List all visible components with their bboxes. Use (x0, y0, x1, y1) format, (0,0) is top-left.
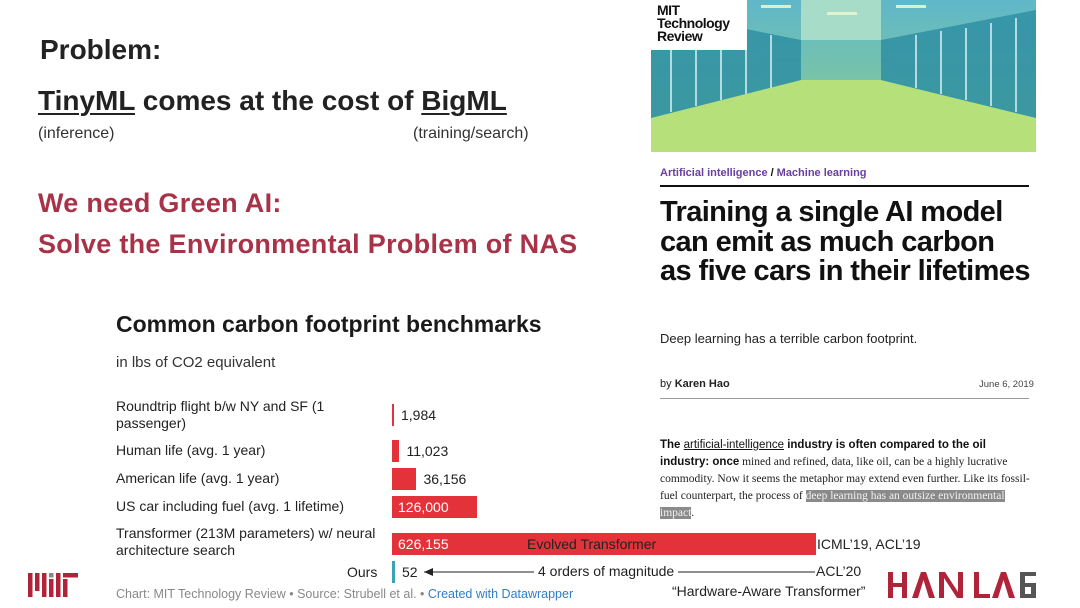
magnitude-label: 4 orders of magnitude (534, 563, 679, 579)
divider (660, 398, 1029, 399)
bar-value-label: 1,984 (401, 407, 437, 423)
bigml-term: BigML (421, 85, 507, 116)
acl20-label: ACL’20 (816, 563, 862, 579)
icml-acl-label: ICML’19, ACL’19 (817, 536, 921, 552)
bar-value-label: 126,000 (398, 499, 449, 515)
bar-value-label: 626,155 (398, 536, 449, 552)
tinyml-term: TinyML (38, 85, 135, 116)
datawrapper-link[interactable]: Created with Datawrapper (427, 587, 574, 601)
body-lead: The artificial-intelligence industry is … (660, 439, 986, 468)
divider (660, 185, 1029, 187)
chart-source: Chart: MIT Technology Review • Source: S… (116, 587, 573, 601)
category-separator: / (770, 167, 774, 179)
training-note: (training/search) (413, 125, 529, 142)
chart-source-text: Chart: MIT Technology Review • Source: S… (116, 587, 428, 601)
category-ml-link[interactable]: Machine learning (776, 167, 867, 179)
article-category: Artificial intelligence / Machine learning (660, 167, 867, 179)
mit-technology-review-logo: MIT Technology Review (651, 0, 747, 50)
hat-label: “Hardware-Aware Transformer” (672, 583, 866, 599)
bar (392, 440, 400, 462)
problem-heading: Problem: (40, 34, 162, 65)
nas-problem-heading: Solve the Environmental Problem of NAS (38, 229, 578, 259)
bar-value-label: 11,023 (406, 443, 449, 459)
chart-title: Common carbon footprint benchmarks (116, 311, 542, 337)
ours-label: Ours (347, 564, 378, 580)
bar (392, 496, 478, 518)
body-text: mined and refined, data, like oil, can b… (660, 456, 1030, 502)
arrow-head-icon (424, 568, 433, 576)
category-label: US car including fuel (avg. 1 lifetime) (116, 498, 344, 514)
bar-value-label: 36,156 (423, 471, 467, 487)
mit-logo (28, 573, 78, 597)
cost-line: TinyML comes at the cost of BigML (38, 85, 507, 117)
evolved-transformer-label: Evolved Transformer (527, 536, 657, 552)
bar-value-label: 52 (402, 564, 418, 580)
article-body: The artificial-intelligence industry is … (660, 439, 1030, 519)
category-label: Human life (avg. 1 year) (116, 442, 266, 458)
article-dek: Deep learning has a terrible carbon foot… (660, 331, 918, 346)
author-name[interactable]: Karen Hao (674, 378, 730, 390)
category-label: Transformer (213M parameters) w/ neural … (116, 525, 376, 558)
category-label: Roundtrip flight b/w NY and SF (1 passen… (116, 398, 325, 431)
category-ai-link[interactable]: Artificial intelligence (660, 167, 768, 179)
inference-note: (inference) (38, 125, 115, 142)
bar (392, 533, 816, 555)
ai-inline-link[interactable]: artificial-intelligence (683, 439, 784, 451)
article-headline: Training a single AI model can emit as m… (660, 196, 1030, 287)
byline: by Karen Hao (660, 378, 730, 390)
cost-line-middle: comes at the cost of (134, 85, 422, 116)
category-label: American life (avg. 1 year) (116, 470, 280, 486)
bar (392, 404, 394, 426)
chart-subtitle: in lbs of CO2 equivalent (116, 354, 276, 371)
ours-bar (392, 561, 395, 583)
green-ai-heading: We need Green AI: (38, 188, 282, 218)
bar (392, 468, 417, 490)
han-lab-logo (888, 572, 1036, 598)
article-date: June 6, 2019 (979, 379, 1034, 390)
